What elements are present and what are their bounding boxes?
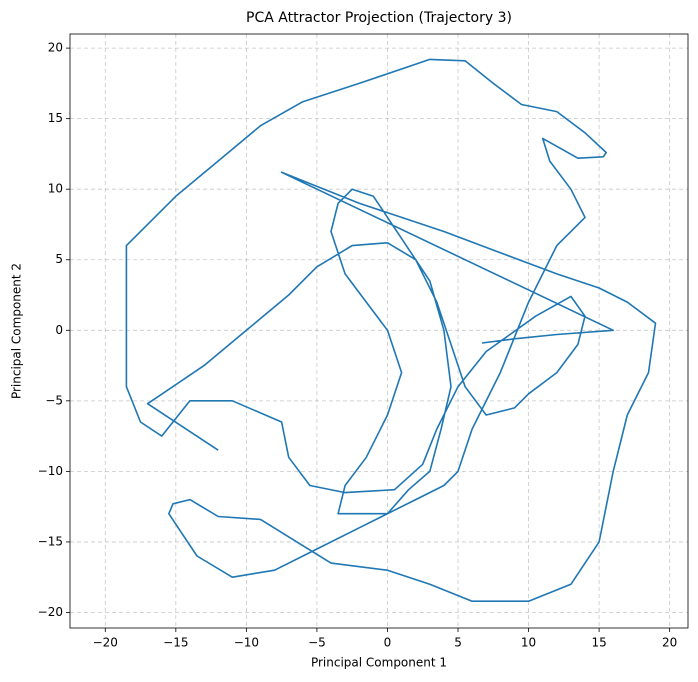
y-tick-label: 10 <box>48 182 63 196</box>
y-tick-label: 5 <box>55 252 63 266</box>
x-tick-label: −10 <box>234 636 259 650</box>
y-tick-label: −15 <box>38 534 63 548</box>
y-tick-label: −10 <box>38 464 63 478</box>
axes-frame <box>69 33 689 629</box>
x-tick-label: −5 <box>308 636 326 650</box>
y-tick-label: 0 <box>55 323 63 337</box>
y-tick-label: 15 <box>48 111 63 125</box>
y-axis-label: Principal Component 2 <box>10 263 24 399</box>
x-axis-label: Principal Component 1 <box>311 656 447 670</box>
x-tick-label: 10 <box>521 636 536 650</box>
x-tick-label: −15 <box>163 636 188 650</box>
x-tick-label: 20 <box>662 636 677 650</box>
y-tick-label: 20 <box>48 41 63 55</box>
x-tick-label: 15 <box>591 636 606 650</box>
chart-title: PCA Attractor Projection (Trajectory 3) <box>246 10 512 26</box>
y-tick-label: −20 <box>38 605 63 619</box>
y-tick-label: −5 <box>45 393 63 407</box>
x-tick-label: 5 <box>454 636 462 650</box>
plot-area <box>125 58 657 602</box>
trajectory-line <box>125 58 657 602</box>
x-tick-label: 0 <box>384 636 392 650</box>
x-tick-label: −20 <box>93 636 118 650</box>
